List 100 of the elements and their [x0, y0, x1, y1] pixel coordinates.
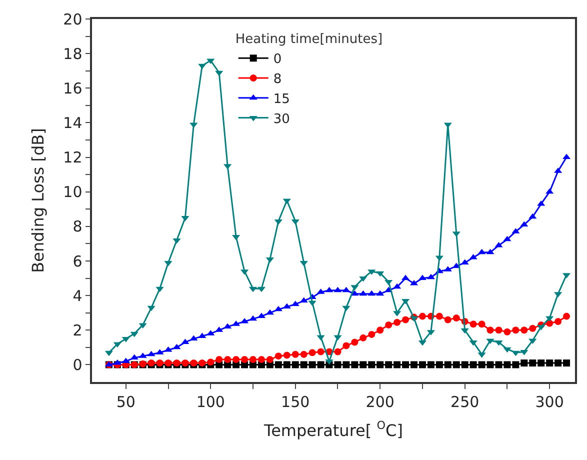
point — [190, 335, 198, 341]
point — [317, 348, 324, 356]
point — [130, 332, 138, 338]
y-axis-title: Bending Loss [dB] — [28, 128, 48, 273]
point — [266, 309, 274, 315]
point — [360, 334, 367, 342]
point — [486, 338, 494, 344]
point — [360, 361, 367, 368]
point — [300, 350, 308, 358]
point — [495, 326, 502, 334]
point — [292, 350, 299, 358]
point — [351, 338, 358, 346]
point — [529, 324, 536, 332]
point — [444, 361, 452, 368]
point — [317, 361, 324, 368]
point — [216, 356, 223, 364]
point — [503, 236, 512, 242]
point — [546, 316, 554, 322]
point — [342, 342, 350, 350]
point — [512, 361, 520, 368]
point — [520, 326, 528, 334]
point — [470, 361, 477, 368]
point — [394, 361, 401, 368]
point — [494, 340, 503, 346]
point — [224, 356, 232, 364]
point — [495, 361, 502, 368]
point — [486, 326, 494, 334]
point — [368, 330, 376, 338]
point — [300, 260, 308, 266]
point — [394, 318, 401, 326]
point — [469, 340, 478, 346]
point — [334, 335, 342, 341]
point — [418, 312, 426, 320]
point — [376, 361, 384, 368]
point — [563, 312, 570, 320]
point — [368, 290, 376, 296]
point — [147, 306, 156, 312]
point — [342, 306, 350, 312]
legend-label: 0 — [273, 52, 282, 68]
point — [207, 358, 214, 366]
point — [266, 356, 274, 364]
x-tick-label: 100 — [196, 392, 225, 411]
x-axis-title: Temperature[ $^{O}$C] — [263, 419, 403, 440]
point — [342, 361, 350, 368]
point — [274, 361, 282, 368]
point — [385, 321, 392, 328]
point — [215, 70, 224, 76]
legend-label: 15 — [273, 92, 290, 107]
y-tick-label: 20 — [63, 10, 82, 28]
point — [164, 260, 172, 266]
point — [283, 352, 290, 359]
y-tick-label: 14 — [63, 114, 82, 132]
point — [334, 348, 342, 356]
point — [563, 359, 570, 366]
point — [512, 326, 520, 334]
point — [104, 350, 113, 356]
point — [402, 316, 410, 324]
point — [452, 361, 460, 368]
point — [537, 200, 546, 206]
point — [478, 320, 486, 328]
point — [529, 359, 536, 366]
x-tick-label: 300 — [535, 392, 564, 411]
point — [274, 219, 282, 225]
point — [512, 350, 520, 356]
point — [325, 286, 334, 292]
y-tick-label: 16 — [63, 79, 82, 98]
point — [436, 361, 443, 368]
point — [351, 361, 358, 368]
point — [376, 271, 384, 277]
legend-label: 8 — [273, 72, 282, 88]
point — [308, 361, 316, 368]
point — [130, 354, 138, 360]
point — [274, 306, 282, 312]
y-tick-label: 18 — [63, 44, 82, 63]
point — [426, 274, 435, 280]
point — [435, 256, 444, 262]
point — [444, 316, 452, 324]
y-tick-label: 6 — [72, 252, 82, 270]
point — [283, 361, 290, 368]
point — [300, 361, 308, 368]
point — [250, 356, 256, 364]
point — [486, 361, 494, 368]
point — [172, 344, 181, 350]
point — [156, 286, 164, 292]
x-tick-label: 50 — [116, 392, 136, 411]
y-tick-label: 8 — [72, 218, 82, 236]
y-tick-label: 0 — [72, 356, 82, 374]
legend-label: 30 — [273, 112, 290, 127]
point — [504, 328, 511, 336]
point — [470, 320, 477, 328]
point — [359, 290, 368, 296]
point — [376, 326, 384, 334]
point — [342, 286, 350, 292]
point — [554, 359, 562, 366]
point — [147, 350, 156, 356]
x-tick-label: 200 — [366, 392, 394, 411]
point — [282, 303, 291, 309]
point — [486, 248, 494, 254]
point — [402, 361, 410, 368]
point — [385, 361, 392, 368]
